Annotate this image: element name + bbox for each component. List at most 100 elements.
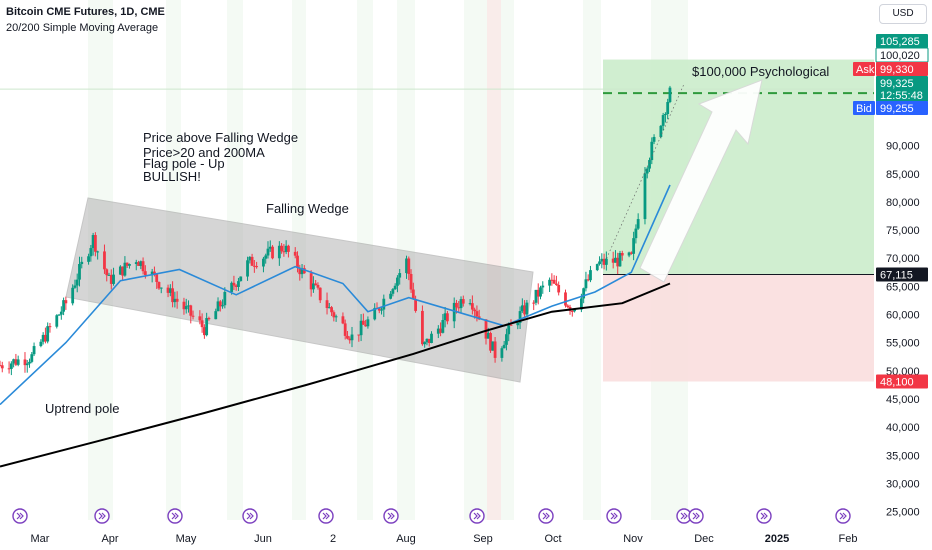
candle-body	[125, 262, 129, 266]
price-tick-label: 80,000	[886, 197, 920, 209]
candle-body	[598, 261, 601, 265]
candle-body	[629, 252, 633, 254]
price-tag-countdown: 12:55:48	[880, 90, 923, 102]
candle-body	[14, 359, 18, 365]
candle-body	[12, 359, 16, 364]
price-tag	[876, 62, 928, 76]
candle-body	[218, 301, 222, 307]
candle-body	[255, 266, 259, 268]
sma-200-line	[0, 282, 671, 468]
event-chevron-icon	[760, 512, 768, 520]
candle-body	[173, 298, 177, 303]
price-tag	[876, 76, 928, 102]
price-tag-value: 99,325	[880, 78, 914, 90]
candle-body	[150, 271, 154, 276]
candle-body	[620, 252, 624, 256]
falling-wedge-shape	[65, 197, 534, 383]
candle-body	[414, 298, 418, 311]
event-markers[interactable]	[12, 508, 851, 524]
price-tag-prefix: Ask	[856, 64, 875, 76]
event-chevron-icon	[839, 512, 847, 520]
candle-body	[23, 359, 27, 366]
candle-body	[627, 252, 631, 256]
price-tick-label: 70,000	[886, 253, 920, 265]
price-tick-label: 65,000	[886, 281, 920, 293]
candles	[0, 85, 672, 376]
candle-body	[205, 317, 209, 336]
candle-body	[555, 283, 558, 285]
candle-body	[118, 266, 122, 275]
candle-body	[552, 279, 556, 284]
time-tick-label: Sep	[473, 533, 493, 545]
price-tags: 105,285 100,020 99,330 Ask 99,32512:55:4899,…	[853, 34, 929, 389]
candle-body	[223, 291, 227, 306]
candle-body	[73, 285, 77, 288]
candle-body	[112, 274, 115, 284]
candle-body	[584, 279, 588, 289]
candle-body	[636, 219, 640, 229]
note-line: Price>20 and 200MA	[143, 145, 265, 160]
candle-body	[582, 288, 586, 299]
candle-body	[518, 311, 522, 323]
currency-selector[interactable]: USD	[879, 4, 927, 24]
candle-body	[262, 258, 265, 267]
candle-body	[48, 326, 52, 328]
candle-body	[595, 264, 599, 271]
candle-body	[564, 292, 567, 306]
candle-body	[532, 302, 536, 304]
price-tag	[876, 101, 928, 115]
candle-body	[57, 314, 61, 316]
candle-body	[327, 307, 331, 309]
time-axis[interactable]: Mar Apr May Jun 2 Aug Sep Oct Nov Dec 2025 Feb	[31, 533, 858, 545]
candle-body	[359, 320, 363, 336]
candle-body	[287, 245, 290, 252]
candle-body	[534, 289, 538, 303]
price-tick-label: 30,000	[886, 478, 920, 490]
candle-body	[455, 302, 458, 308]
time-tick-label: Nov	[623, 533, 643, 545]
candle-body	[0, 365, 4, 369]
price-tag-value: 99,255	[880, 103, 914, 115]
moving-averages	[0, 184, 671, 468]
candle-body	[382, 298, 386, 310]
candle-body	[96, 251, 100, 253]
note-line: BULLISH!	[143, 169, 201, 184]
falling-wedge-label: Falling Wedge	[266, 201, 349, 216]
candle-body	[189, 305, 193, 316]
candle-body	[89, 248, 93, 257]
bullish-arrow	[639, 79, 763, 283]
candle-body	[602, 258, 606, 265]
falling-wedge-body	[65, 197, 534, 383]
candle-body	[271, 246, 274, 259]
price-tick-label: 35,000	[886, 450, 920, 462]
time-tick-label: 2	[330, 533, 336, 545]
candle-body	[539, 287, 542, 297]
event-chevron-icon	[98, 512, 106, 520]
candle-body	[661, 115, 665, 126]
event-chevron-icon	[171, 512, 179, 520]
candle-body	[207, 317, 211, 320]
price-tick-label: 85,000	[886, 169, 920, 181]
candle-body	[357, 334, 361, 336]
candle-body	[202, 327, 206, 336]
candle-body	[300, 268, 304, 275]
price-tag-value: 100,020	[880, 50, 920, 62]
event-chevron-icon	[246, 512, 254, 520]
candle-body	[509, 324, 513, 326]
event-chevron-icon	[473, 512, 481, 520]
candle-body	[525, 302, 529, 315]
candle-body	[109, 274, 113, 284]
event-chevron-icon	[322, 512, 330, 520]
candle-body	[41, 334, 45, 342]
candle-body	[659, 125, 663, 137]
candle-body	[614, 257, 617, 263]
candle-body	[666, 102, 670, 115]
candle-body	[330, 307, 333, 313]
candle-body	[232, 282, 236, 286]
candle-body	[452, 302, 456, 322]
price-tick-label: 75,000	[886, 225, 920, 237]
candle-body	[44, 334, 47, 342]
candle-body	[277, 245, 281, 259]
candle-body	[573, 309, 576, 312]
